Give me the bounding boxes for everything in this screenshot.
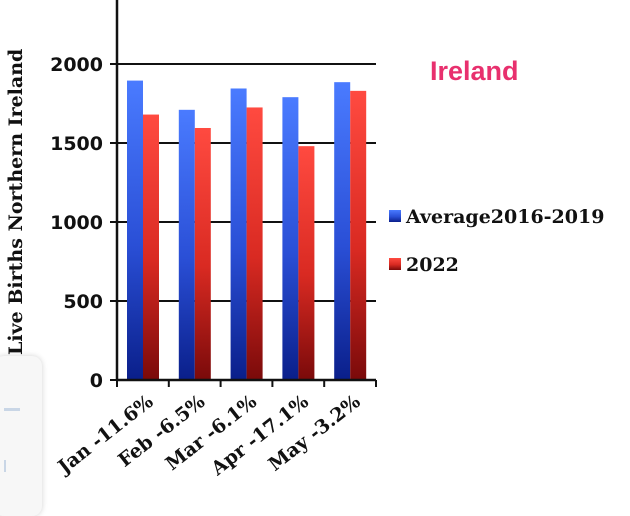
bar-average [282,97,299,381]
y-tick-label: 1000 [50,212,103,234]
bar-year-2022 [298,146,315,380]
y-tick-label: 0 [90,370,103,392]
legend-label: 2022 [406,254,459,276]
y-axis-label: Live Births Northern Ireland [5,49,27,355]
y-tick-labels: 0 500 1000 1500 2000 [50,54,103,392]
thumbnail-detail [4,408,20,411]
bar-average [127,80,143,380]
legend-swatch [389,210,401,222]
bar-chart: 0 500 1000 1500 2000 Jan -11.6%Feb -6.5%Mar … [5,0,604,481]
axes [115,0,377,387]
legend-swatch [389,258,401,270]
y-tick-label: 500 [63,291,103,313]
thumbnail-detail [4,460,6,472]
chart-title: Ireland [430,56,519,86]
legend: Average2016-2019 2022 [389,206,604,276]
bar-year-2022 [246,107,263,380]
y-tick-label: 2000 [50,54,103,76]
bar-average [334,82,351,381]
legend-label: Average2016-2019 [405,206,604,228]
bars [127,80,367,381]
bar-average [230,88,247,381]
bar-year-2022 [350,90,367,381]
x-tick-labels: Jan -11.6%Feb -6.5%Mar -6.1%Apr -17.1%Ma… [52,391,364,481]
y-tick-label: 1500 [50,133,103,155]
bar-year-2022 [143,114,159,380]
bar-year-2022 [194,127,211,381]
bar-average [178,109,195,380]
background-window-thumbnail [0,356,42,516]
